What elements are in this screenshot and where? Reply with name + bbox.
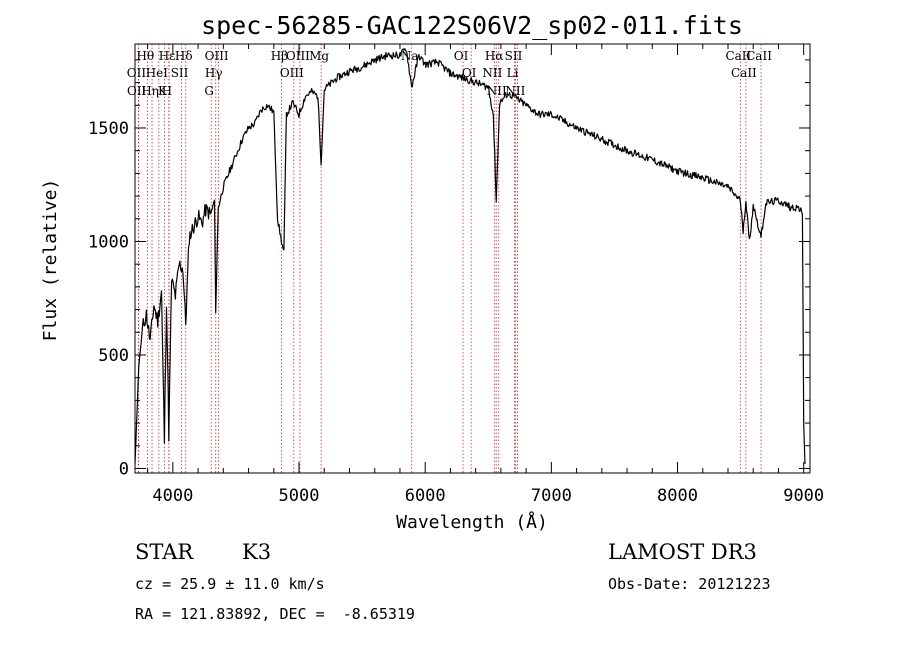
line-label: Hθ (137, 49, 155, 63)
y-axis: 0 500 1000 1500 (88, 59, 810, 479)
line-label: OII (127, 84, 147, 98)
line-label: Mg (309, 49, 329, 63)
x-axis-label: Wavelength (Å) (396, 511, 548, 533)
line-label: CaII (746, 49, 772, 63)
line-label: OI (454, 49, 469, 63)
object-subclass: K3 (242, 540, 272, 564)
line-label: OIII (286, 49, 310, 63)
line-label: SII (171, 66, 189, 80)
line-label: G (204, 84, 214, 98)
line-label: Li (507, 66, 519, 80)
line-label: NII (487, 84, 507, 98)
redshift-cz: cz = 25.9 ± 11.0 km/s (135, 575, 325, 593)
line-label: OII (127, 66, 147, 80)
x-tick-label: 9000 (783, 486, 824, 506)
line-label: Hη (141, 84, 159, 98)
x-tick-label: 8000 (657, 486, 698, 506)
line-label: OIII (280, 66, 304, 80)
obs-date: Obs-Date: 20121223 (608, 575, 771, 593)
spectrum-line (134, 48, 806, 464)
line-label: NII (482, 66, 502, 80)
line-label: CaII (725, 49, 751, 63)
y-axis-label: Flux (relative) (40, 179, 61, 342)
emission-line-markers (138, 44, 762, 473)
y-tick-label: 1500 (88, 119, 129, 139)
line-label: Hα (485, 49, 504, 63)
line-label: H (162, 84, 172, 98)
chart-title: spec-56285-GAC122S06V2_sp02-011.fits (201, 11, 743, 40)
y-tick-label: 1000 (88, 232, 129, 252)
x-tick-label: 6000 (405, 486, 446, 506)
y-tick-label: 500 (98, 346, 129, 366)
plot-frame (134, 43, 811, 474)
coordinates: RA = 121.83892, DEC = -8.65319 (135, 605, 415, 623)
line-label: HeI (146, 66, 169, 80)
line-label: CaII (731, 66, 757, 80)
x-tick-label: 7000 (531, 486, 572, 506)
line-label: OI (462, 66, 477, 80)
line-label: Hδ (175, 49, 193, 63)
x-axis: 4000 5000 6000 7000 8000 9000 (147, 44, 824, 506)
line-label: Hε (159, 49, 176, 63)
x-tick-label: 5000 (279, 486, 320, 506)
line-label: SII (505, 49, 523, 63)
x-tick-label: 4000 (152, 486, 193, 506)
line-label: OIII (205, 49, 229, 63)
line-label: Hγ (205, 66, 223, 80)
line-label: K (158, 84, 168, 98)
object-class: STAR (135, 540, 194, 564)
line-label: Na (401, 49, 419, 63)
line-label: Hβ (271, 49, 288, 63)
y-tick-label: 0 (119, 459, 129, 479)
survey-name: LAMOST DR3 (608, 540, 757, 564)
